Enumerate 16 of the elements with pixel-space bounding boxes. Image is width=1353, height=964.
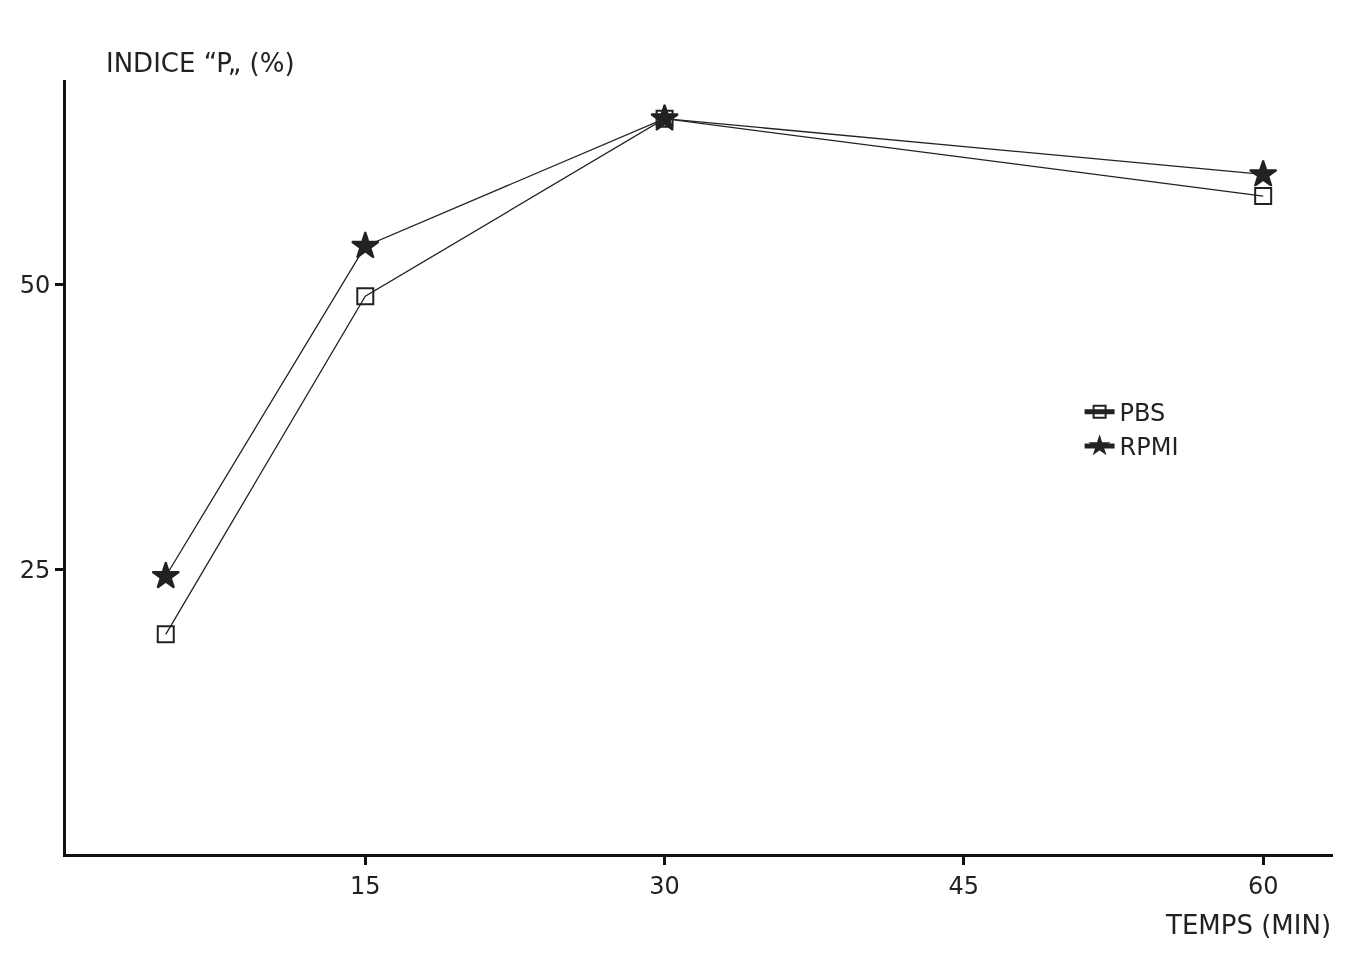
y-axis-title: INDICE “P„ (%) bbox=[106, 48, 295, 78]
point bbox=[356, 287, 375, 306]
point bbox=[1248, 159, 1278, 187]
legend-label: PBS bbox=[1119, 399, 1166, 428]
x-tick-label: 60 bbox=[1247, 871, 1279, 900]
point bbox=[1254, 187, 1273, 206]
point bbox=[156, 625, 175, 644]
y-tick-label: 25 bbox=[19, 555, 51, 584]
point bbox=[151, 561, 181, 589]
x-tick-label: 30 bbox=[649, 871, 680, 900]
y-tick-label: 50 bbox=[19, 271, 51, 300]
legend-label: RPMI bbox=[1119, 433, 1179, 462]
x-tick-label: 15 bbox=[350, 871, 381, 900]
x-tick-label: 45 bbox=[948, 871, 980, 900]
x-axis-title: TEMPS (MIN) bbox=[1165, 910, 1332, 940]
point bbox=[350, 231, 380, 259]
